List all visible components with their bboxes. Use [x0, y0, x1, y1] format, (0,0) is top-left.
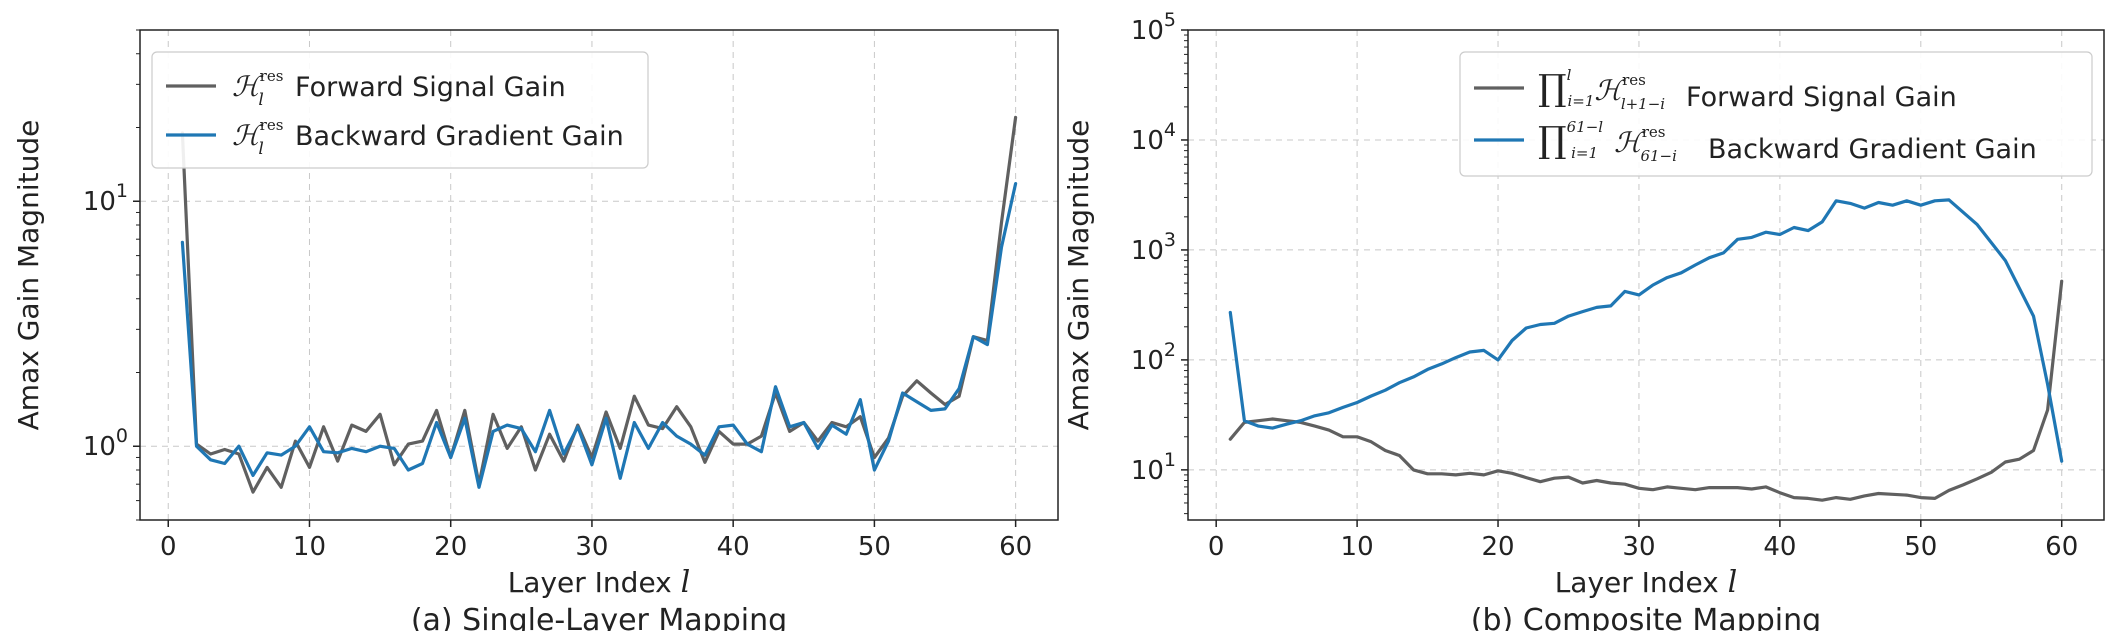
- panel-caption: (a) Single-Layer Mapping: [411, 603, 787, 631]
- legend-math-sub: l+1−i: [1621, 95, 1665, 113]
- x-tick-label-20: 20: [1481, 532, 1514, 562]
- x-axis-label-space: [672, 566, 681, 599]
- x-tick-label-50: 50: [858, 532, 891, 562]
- y-tick-label-0: 101: [1131, 449, 1176, 486]
- x-tick-label-10: 10: [1341, 532, 1374, 562]
- y-tick-label-1: 102: [1131, 339, 1176, 376]
- legend-text-backward: Backward Gradient Gain: [295, 121, 624, 152]
- legend-math-sub: l: [258, 90, 263, 110]
- x-tick-label-0: 0: [1208, 532, 1225, 562]
- legend-math-sup: res: [260, 116, 284, 134]
- y-tick-label-2: 103: [1131, 229, 1176, 266]
- y-tick-label-1: 101: [83, 180, 128, 217]
- x-tick-label-50: 50: [1904, 532, 1937, 562]
- x-axis-label: Layer Index l: [508, 565, 691, 600]
- y-tick-exp-4: 5: [1164, 9, 1176, 31]
- y-tick-base-0: 10: [83, 432, 116, 462]
- legend-text-backward: Backward Gradient Gain: [1708, 134, 2037, 165]
- x-axis-label: Layer Index l: [1555, 565, 1738, 600]
- panel-caption: (b) Composite Mapping: [1471, 603, 1821, 631]
- legend-math-prod: ∏: [1538, 68, 1567, 109]
- y-tick-label-4: 105: [1131, 9, 1176, 46]
- y-axis-label: Amax Gain Magnitude: [1062, 120, 1095, 431]
- legend-label-forward: ℋres l Forward Signal Gain: [232, 67, 566, 110]
- y-tick-exp-3: 4: [1164, 119, 1176, 141]
- x-tick-label-60: 60: [999, 532, 1032, 562]
- legend-math-upper: l: [1567, 66, 1572, 84]
- legend-math-prod: ∏: [1538, 120, 1567, 161]
- legend-text-forward: Forward Signal Gain: [1686, 82, 1957, 113]
- x-tick-label-20: 20: [434, 532, 467, 562]
- legend-math-lower: i=1: [1567, 92, 1594, 110]
- y-tick-label-0: 100: [83, 425, 128, 462]
- x-axis-label-symbol: l: [681, 565, 691, 600]
- x-tick-label-40: 40: [1763, 532, 1796, 562]
- y-tick-base-3: 10: [1131, 126, 1164, 156]
- series-line-forward: [1228, 279, 2064, 502]
- legend-math-sub: l: [258, 139, 263, 159]
- y-tick-base-1: 10: [1131, 346, 1164, 376]
- y-tick-base-2: 10: [1131, 236, 1164, 266]
- y-tick-exp-2: 3: [1164, 229, 1176, 251]
- y-tick-exp-1: 2: [1164, 339, 1176, 361]
- legend-math-lower: i=1: [1571, 144, 1598, 162]
- x-tick-label-30: 30: [575, 532, 608, 562]
- x-tick-label-10: 10: [293, 532, 326, 562]
- legend-label-backward: ∏61−l i=1 ℋres 61−i Backward Gradient Gain: [1538, 118, 2037, 165]
- legend-math-sub: 61−i: [1640, 147, 1677, 165]
- series-line-backward: [180, 182, 1018, 489]
- x-tick-label-0: 0: [160, 532, 177, 562]
- legend-math-H: ℋ: [232, 70, 264, 103]
- x-axis-label-space: [1719, 566, 1728, 599]
- y-tick-exp-0: 0: [116, 425, 128, 447]
- legend-box: [151, 51, 649, 169]
- y-tick-exp-1: 1: [116, 180, 128, 202]
- x-tick-label-30: 30: [1622, 532, 1655, 562]
- legend-text-forward: Forward Signal Gain: [295, 72, 566, 103]
- legend-math-H: ℋ: [232, 119, 264, 152]
- y-tick-exp-0: 1: [1164, 449, 1176, 471]
- legend-math-H: ℋ: [1594, 74, 1626, 107]
- x-axis-label-text: Layer Index: [1555, 566, 1719, 599]
- y-tick-base-1: 10: [83, 187, 116, 217]
- y-axis-label: Amax Gain Magnitude: [12, 120, 45, 431]
- legend-label-forward: ∏l i=1ℋres l+1−i Forward Signal Gain: [1538, 66, 1957, 113]
- x-axis-label-text: Layer Index: [508, 566, 672, 599]
- legend-math-sup: res: [260, 67, 284, 85]
- legend-math-H: ℋ: [1614, 126, 1646, 159]
- y-tick-base-0: 10: [1131, 456, 1164, 486]
- legend-math-sup: res: [1622, 71, 1646, 89]
- legend-math-sup: res: [1642, 123, 1666, 141]
- legend-label-backward: ℋres l Backward Gradient Gain: [232, 116, 624, 159]
- x-tick-label-60: 60: [2045, 532, 2078, 562]
- legend-box: [1459, 51, 2093, 177]
- x-axis-label-symbol: l: [1728, 565, 1738, 600]
- y-tick-label-3: 104: [1131, 119, 1176, 156]
- series-line-forward: [180, 115, 1018, 494]
- plot-frame: [1187, 29, 2105, 521]
- y-tick-base-4: 10: [1131, 16, 1164, 46]
- series-line-backward: [1228, 198, 2064, 463]
- x-tick-label-40: 40: [717, 532, 750, 562]
- legend-math-upper: 61−l: [1567, 118, 1604, 136]
